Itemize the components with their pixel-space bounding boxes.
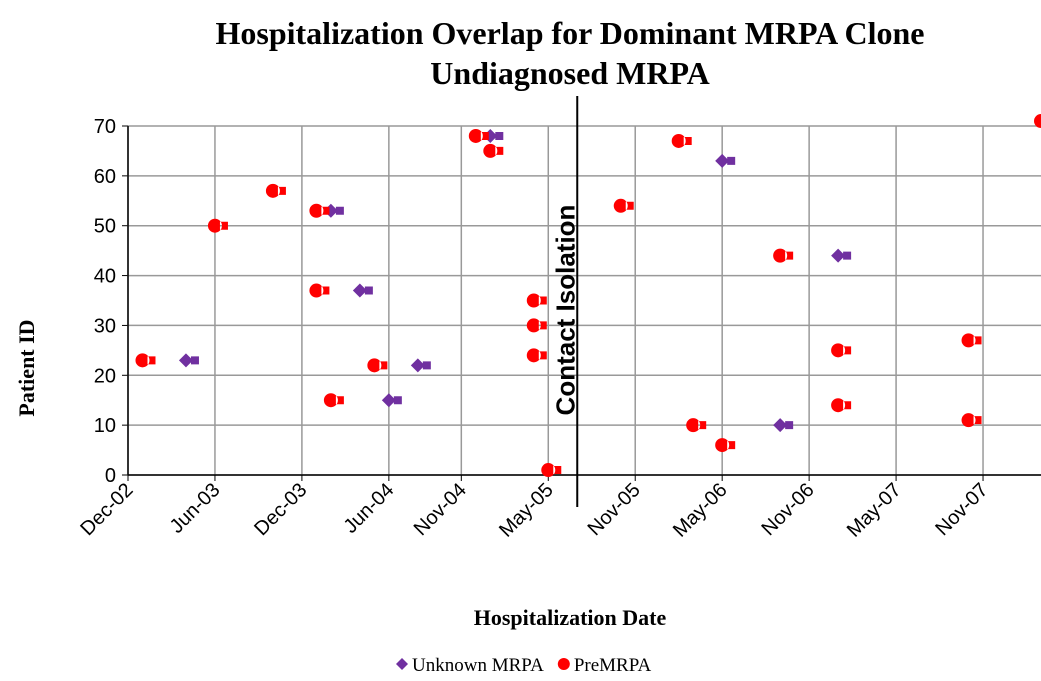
y-tick-label: 40 [94,266,116,288]
point [715,438,736,453]
point [468,128,489,143]
y-tick-label: 0 [105,465,116,487]
point [831,398,852,413]
point [671,133,692,148]
point [265,183,286,198]
y-tick-label: 70 [94,116,116,138]
x-axis-label: Hospitalization Date [474,605,667,630]
x-tick-label: May-06 [669,479,732,542]
point [381,393,402,408]
point [686,418,707,433]
point [526,318,547,333]
y-tick-label: 30 [94,315,116,337]
point [309,283,330,298]
x-tick-label: Jun-03 [166,479,225,538]
x-tick-label: May-07 [843,479,906,542]
y-tick-label: 60 [94,166,116,188]
x-tick-label: May-05 [495,479,558,542]
y-tick-label: 50 [94,216,116,238]
legend-marker [396,658,408,670]
x-tick-label: Dec-02 [76,479,137,540]
y-axis-label: Patient ID [14,319,39,416]
x-tick-label: Jun-04 [340,479,399,538]
y-tick-label: 20 [94,365,116,387]
point [613,198,634,213]
point [207,218,228,233]
x-tick-label: Dec-03 [250,479,311,540]
point [541,463,562,478]
legend-label: Unknown MRPA [412,655,544,676]
point [323,393,344,408]
x-tick-label: Nov-07 [931,479,992,540]
x-tick-label: Nov-05 [584,479,645,540]
annotation-text: Contact Isolation [550,205,580,416]
point [526,348,547,363]
point [773,418,794,433]
point [831,343,852,358]
legend-label: PreMRPA [574,655,652,676]
point [1034,114,1041,129]
point [961,413,982,428]
x-tick-label: Nov-04 [410,479,471,540]
chart-title: Hospitalization Overlap for Dominant MRP… [215,15,924,51]
point [715,153,736,168]
point [309,203,330,218]
point [961,333,982,348]
point [178,353,199,368]
chart-subtitle: Undiagnosed MRPA [430,55,709,91]
point [773,248,794,263]
point [831,248,852,263]
point [410,358,431,373]
y-tick-label: 10 [94,415,116,437]
legend-marker [557,658,570,670]
point [526,293,547,308]
point [483,143,504,158]
x-tick-label: Nov-06 [758,479,819,540]
plot-area [128,126,1041,475]
point [135,353,156,368]
point [367,358,388,373]
point [352,283,373,298]
